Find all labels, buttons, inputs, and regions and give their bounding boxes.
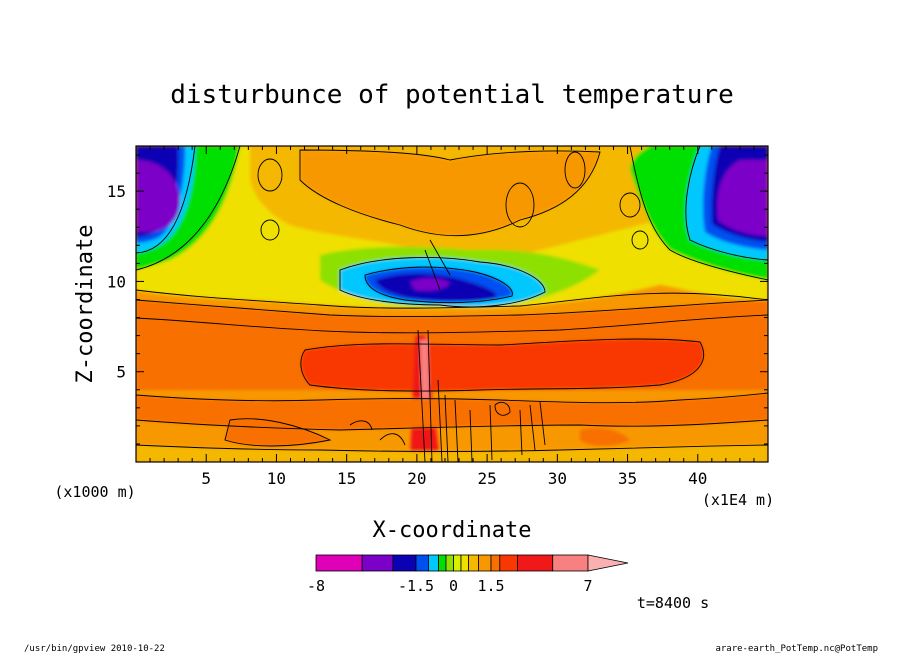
x-tick-label: 35 xyxy=(618,469,637,488)
y-unit-label: (x1000 m) xyxy=(54,483,135,501)
x-tick-label: 40 xyxy=(688,469,707,488)
colorbar-ticks: -8 -1.5 0 1.5 7 xyxy=(307,577,593,595)
x-axis: 5 10 15 20 25 30 35 40 xyxy=(149,146,755,488)
field-yellow-bottom xyxy=(136,445,768,462)
colorbar-tick-label: 7 xyxy=(583,577,592,595)
y-axis: 5 10 15 xyxy=(107,154,768,445)
colorbar-arrow xyxy=(587,554,629,572)
x-unit-label: (x1E4 m) xyxy=(702,491,774,509)
colorbar-segment xyxy=(428,554,439,572)
footer-left: /usr/bin/gpview 2010-10-22 xyxy=(24,644,165,654)
x-tick-label: 30 xyxy=(548,469,567,488)
x-tick-label: 25 xyxy=(477,469,496,488)
colorbar-segment xyxy=(552,554,589,572)
y-tick-label: 10 xyxy=(107,272,126,291)
time-label: t=8400 s xyxy=(637,594,709,612)
field-purple-right xyxy=(717,160,768,236)
colorbar-segment xyxy=(392,554,417,572)
x-tick-label: 15 xyxy=(337,469,356,488)
x-axis-title: X-coordinate xyxy=(373,518,532,543)
colorbar-tick-label: 1.5 xyxy=(477,577,504,595)
field-orange-upper-core xyxy=(300,150,600,236)
contour-lines xyxy=(136,146,768,462)
colorbar-tick-label: 0 xyxy=(449,577,458,595)
colorbar-segment xyxy=(478,554,492,572)
colorbar-segment xyxy=(438,554,447,572)
colorbar-segment xyxy=(415,554,429,572)
field-orange-lower xyxy=(136,393,768,430)
colorbar-segment xyxy=(315,554,363,572)
colorbar-tick-label: -8 xyxy=(307,577,325,595)
field-purple-left xyxy=(136,160,180,232)
y-axis-title: Z-coordinate xyxy=(73,225,98,384)
plot-frame xyxy=(135,145,769,463)
chart-title: disturbunce of potential temperature xyxy=(170,80,734,110)
colorbar-segment xyxy=(499,554,518,572)
y-tick-label: 15 xyxy=(107,182,126,201)
colorbar-segment xyxy=(445,554,454,572)
colorbar-tick-label: -1.5 xyxy=(398,577,434,595)
colorbar-segment xyxy=(490,554,501,572)
colorbar xyxy=(315,554,629,572)
field-orange-left-bottom xyxy=(225,418,330,446)
x-tick-label: 20 xyxy=(407,469,426,488)
colorbar-segment xyxy=(453,554,462,572)
colorbar-segment xyxy=(361,554,394,572)
plot-area xyxy=(136,146,768,462)
y-tick-label: 5 xyxy=(116,363,126,382)
colorbar-segment xyxy=(517,554,554,572)
field-orange-bottom-right xyxy=(580,428,630,446)
x-tick-label: 5 xyxy=(201,469,211,488)
field-red-core xyxy=(300,338,704,392)
colorbar-segment xyxy=(468,554,479,572)
footer-right: arare-earth_PotTemp.nc@PotTemp xyxy=(715,644,878,654)
colorbar-segment xyxy=(460,554,469,572)
field-purple-center xyxy=(410,277,450,291)
x-tick-label: 10 xyxy=(267,469,286,488)
